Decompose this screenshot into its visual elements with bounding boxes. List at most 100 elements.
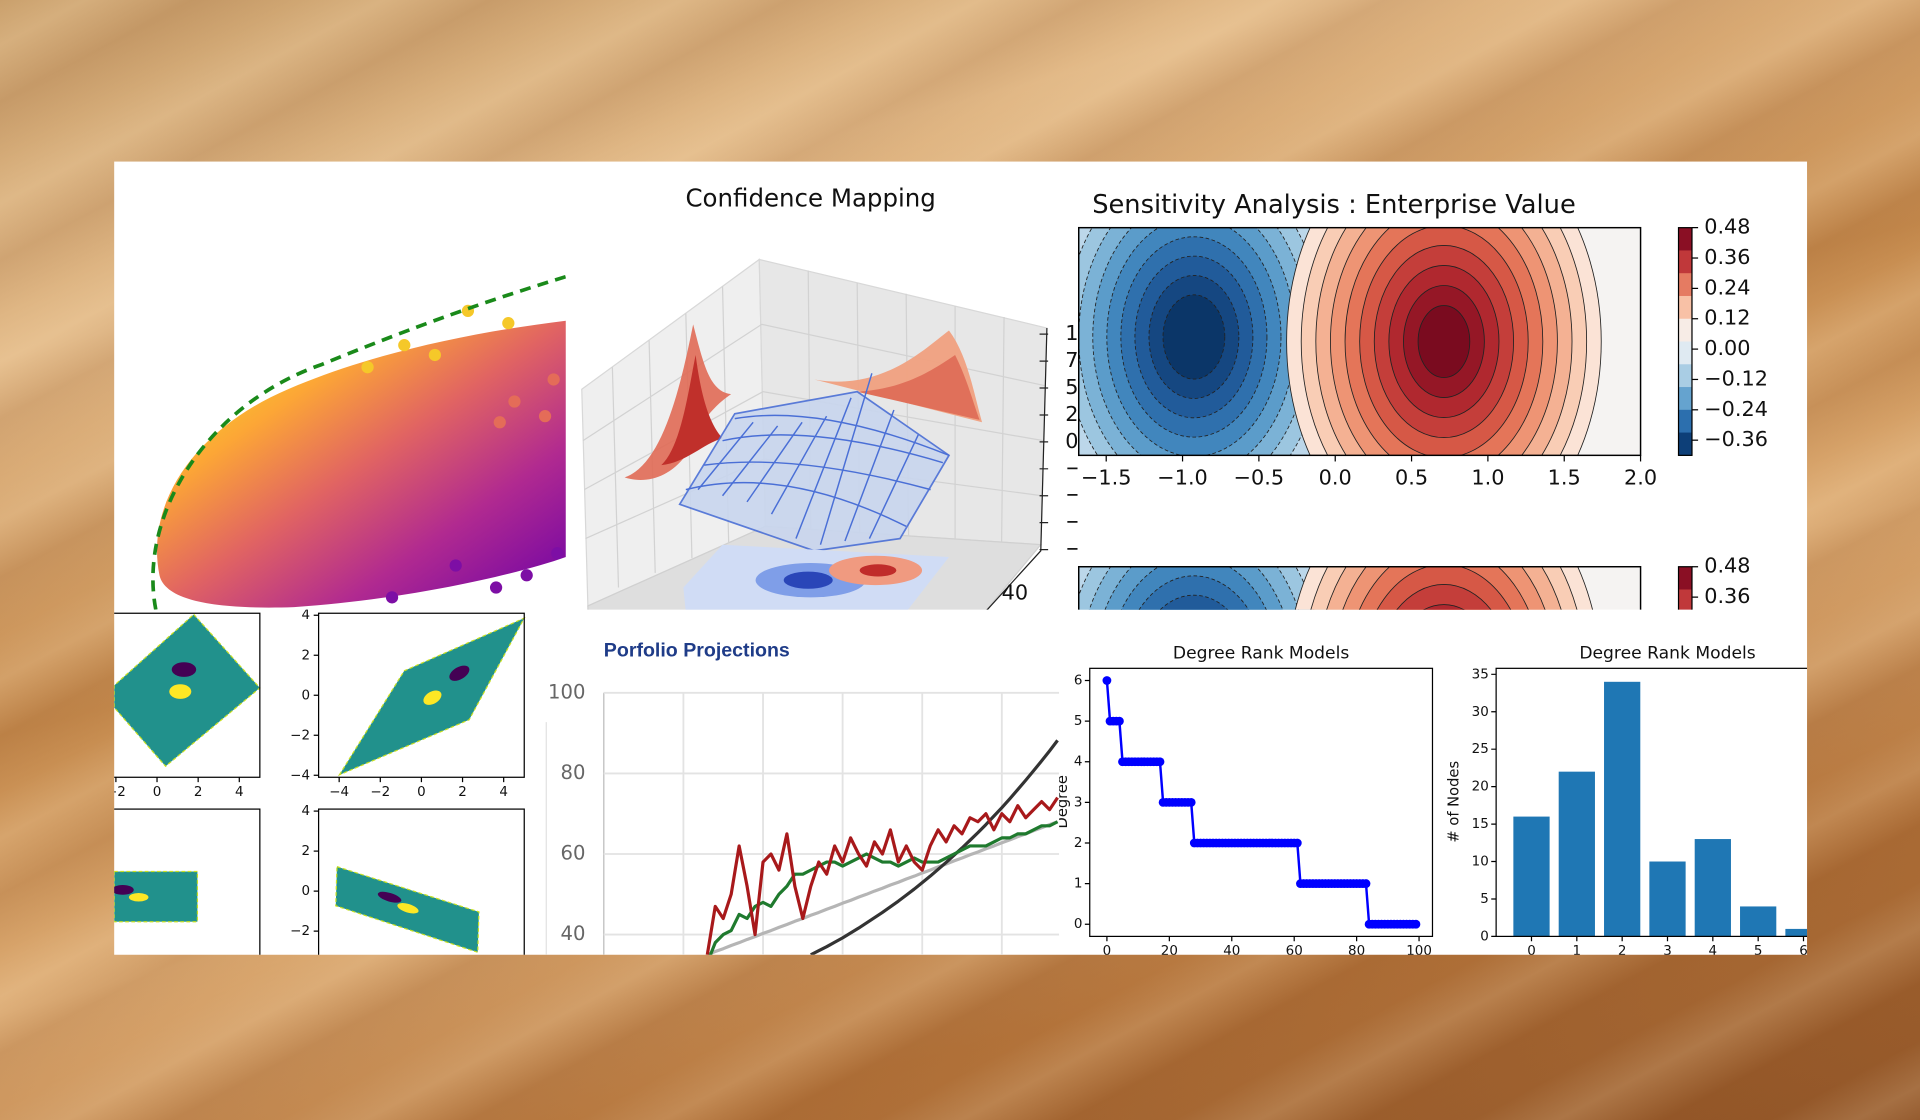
x-tick-label: 0 bbox=[1527, 944, 1536, 959]
y-axis-label: Degree bbox=[1054, 775, 1071, 828]
point-cloud bbox=[156, 320, 566, 608]
colorbar-band bbox=[1678, 273, 1692, 297]
portfolio-chart: 40 60 80 100 Porfolio Projections bbox=[545, 639, 1060, 955]
x-tick-label: 4 bbox=[1709, 944, 1718, 959]
bar bbox=[1513, 816, 1550, 937]
y-tick-label: 80 bbox=[561, 761, 586, 784]
axes-frame bbox=[1077, 565, 1642, 610]
contour-field bbox=[1078, 227, 1641, 456]
y-tick-label: 35 bbox=[1472, 667, 1489, 682]
y-tick-label: 2 bbox=[301, 648, 310, 663]
wireframe bbox=[685, 373, 950, 545]
bar bbox=[1785, 928, 1808, 937]
colorbar-band bbox=[1678, 227, 1692, 252]
x-tick-label: 100 bbox=[1406, 944, 1432, 959]
x-tick-label: −1.5 bbox=[1081, 466, 1132, 490]
chart-title: Degree Rank Models bbox=[1579, 644, 1755, 664]
series-line bbox=[810, 739, 1059, 955]
degree-rank-chart: 0 20 40 60 80 100 0 1 2 3 4 5 6 Degree Rank Models Deg… bbox=[1054, 644, 1434, 959]
image-blob bbox=[128, 892, 149, 902]
axes-frame bbox=[114, 808, 261, 955]
y-tick-label: −2 bbox=[290, 924, 310, 939]
bar bbox=[1740, 906, 1777, 937]
x-tick-label: 1 bbox=[1573, 944, 1582, 959]
x-tick-label: 0 bbox=[153, 785, 162, 800]
axes-frame bbox=[1077, 226, 1642, 457]
image-blob bbox=[449, 665, 470, 681]
contour-level bbox=[1138, 575, 1250, 610]
x-tick-label: 0 bbox=[417, 785, 426, 800]
colorbar-tick-label: 0.12 bbox=[1704, 306, 1750, 330]
x-tick-label: 1.0 bbox=[1471, 466, 1504, 490]
x-tick-label: 4 bbox=[235, 785, 244, 800]
image-blob bbox=[397, 903, 419, 914]
colorbar-band bbox=[1678, 409, 1692, 434]
series-line bbox=[705, 796, 1059, 955]
contour-level bbox=[1159, 594, 1229, 610]
marker bbox=[1102, 676, 1112, 685]
colorbar-tick-label: −0.36 bbox=[1704, 427, 1768, 451]
y-tick-label: 6 bbox=[1074, 674, 1083, 689]
y-tick-label: 3 bbox=[1074, 795, 1083, 810]
colorbar-tick-label: 0.00 bbox=[1704, 336, 1750, 360]
affine-images: −2 0 2 4 −4 −2 0 2 4 −4 −2 0 2 4 −2 0 2 4 bbox=[114, 608, 526, 955]
floor-contour bbox=[859, 564, 897, 577]
colorbar-frame bbox=[1677, 566, 1693, 610]
x-tick-label: −4 bbox=[329, 785, 349, 800]
y-tick-label: 10 bbox=[1472, 855, 1489, 870]
y-tick-label: 25 bbox=[1472, 742, 1489, 757]
contour-level bbox=[1423, 604, 1465, 610]
colorbar-band bbox=[1678, 589, 1692, 610]
colorbar-band bbox=[1678, 250, 1692, 274]
bar bbox=[1694, 839, 1731, 937]
boundary-curve bbox=[151, 274, 566, 610]
x-tick-label: 6 bbox=[1799, 944, 1808, 959]
contour-level bbox=[1396, 584, 1492, 610]
y-tick-label: −2 bbox=[290, 728, 310, 743]
chart-title: Sensitivity Analysis : Enterprise Value bbox=[1092, 190, 1576, 220]
y-tick-label: −4 bbox=[290, 768, 310, 783]
colorbar-band bbox=[1678, 387, 1692, 411]
x-tick-label: −0.5 bbox=[1234, 466, 1285, 490]
projection bbox=[857, 354, 980, 420]
image-blob bbox=[169, 684, 192, 699]
y-tick-label: 20 bbox=[1472, 780, 1489, 795]
y-tick-label: 2 bbox=[301, 844, 310, 859]
y-tick-label: 4 bbox=[1074, 755, 1083, 770]
bar bbox=[1604, 681, 1641, 937]
image-blob bbox=[377, 891, 402, 903]
colorbar-tick-label: −0.12 bbox=[1704, 366, 1768, 390]
y-tick-label: 60 bbox=[561, 842, 586, 865]
colorbar-frame bbox=[1677, 227, 1693, 456]
marker bbox=[1361, 879, 1371, 888]
image-blob bbox=[423, 690, 442, 705]
colorbar-band bbox=[1678, 295, 1692, 320]
marker bbox=[1292, 838, 1302, 848]
y-tick-label: 4 bbox=[301, 608, 310, 623]
colorbar-band bbox=[1678, 566, 1692, 591]
x-tick-label: 20 bbox=[1161, 944, 1178, 959]
x-tick-label: 80 bbox=[1348, 944, 1365, 959]
x-tick-label: −1.0 bbox=[1157, 466, 1208, 490]
contour-level bbox=[1162, 294, 1226, 380]
z-tick-label: 10.0 bbox=[1065, 321, 1111, 345]
y-tick-label: 0 bbox=[301, 688, 310, 703]
y-tick-label: 15 bbox=[1472, 817, 1489, 832]
x-tick-label: 5 bbox=[1754, 944, 1763, 959]
x-tick-label: 0.5 bbox=[1395, 466, 1428, 490]
degree-histogram: 0 1 2 3 4 5 6 0 5 10 15 20 25 30 35 Degree Rank Models #… bbox=[1446, 644, 1808, 959]
chart-title: Porfolio Projections bbox=[604, 639, 790, 661]
y-axis-label: # of Nodes bbox=[1446, 761, 1463, 843]
image bbox=[114, 870, 199, 923]
series-line bbox=[708, 820, 1059, 955]
chart-title: Degree Rank Models bbox=[1173, 644, 1349, 664]
marker bbox=[1114, 716, 1124, 726]
outliers bbox=[493, 373, 560, 429]
colorbar-tick-label: 0.24 bbox=[1704, 275, 1750, 299]
x-tick-label: 40 bbox=[1223, 944, 1240, 959]
y-tick-label: 40 bbox=[1002, 581, 1028, 605]
y-tick-label: 5 bbox=[1074, 714, 1083, 729]
y-tick-label: 2 bbox=[1074, 836, 1083, 851]
